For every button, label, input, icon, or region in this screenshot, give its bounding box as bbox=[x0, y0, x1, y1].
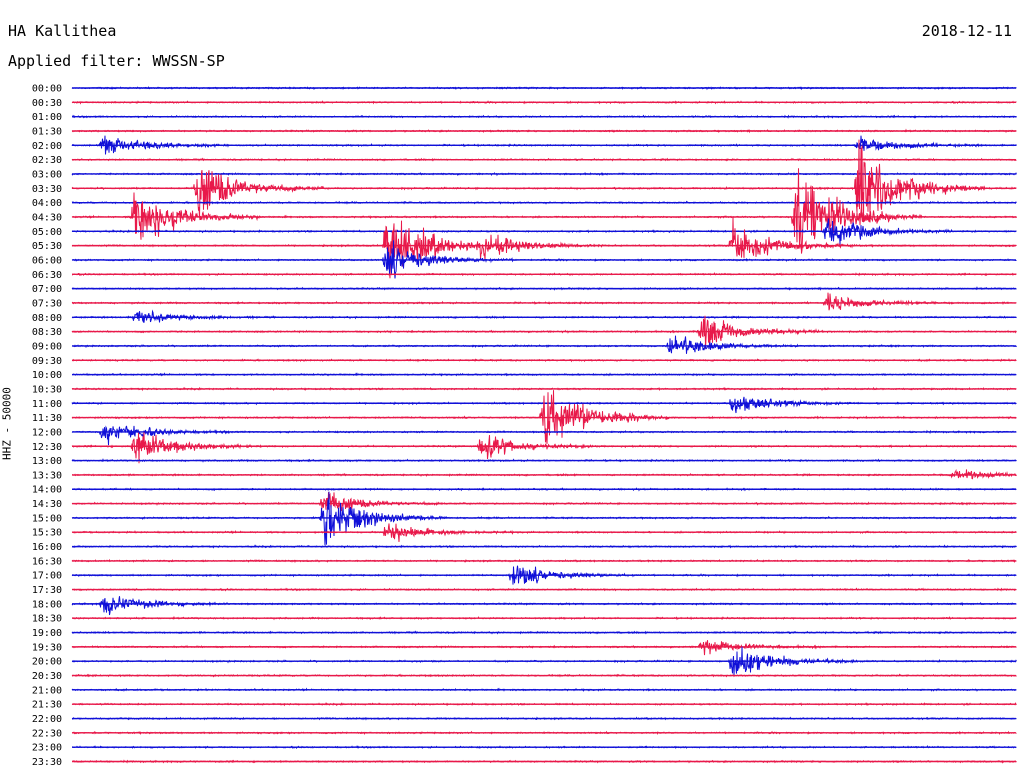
filter-label: Applied filter: WWSSN-SP bbox=[8, 52, 225, 70]
seismic-trace bbox=[71, 432, 1017, 464]
row-time-label: 03:30 bbox=[32, 184, 62, 195]
row-time-label: 16:00 bbox=[32, 542, 62, 553]
row-time-label: 00:00 bbox=[32, 84, 62, 95]
row-time-label: 18:00 bbox=[32, 599, 62, 610]
row-time-label: 20:00 bbox=[32, 657, 62, 668]
row-time-label: 04:30 bbox=[32, 212, 62, 223]
row-time-label: 17:30 bbox=[32, 585, 62, 596]
row-time-label: 22:30 bbox=[32, 728, 62, 739]
row-time-label: 11:30 bbox=[32, 413, 62, 424]
station-title: HA Kallithea bbox=[8, 22, 117, 40]
row-time-label: 09:00 bbox=[32, 341, 62, 352]
row-time-label: 23:00 bbox=[32, 743, 62, 754]
row-time-label: 14:30 bbox=[32, 499, 62, 510]
row-time-label: 13:00 bbox=[32, 456, 62, 467]
row-time-label: 03:00 bbox=[32, 169, 62, 180]
row-time-label: 19:30 bbox=[32, 642, 62, 653]
row-time-label: 22:00 bbox=[32, 714, 62, 725]
row-time-label: 06:30 bbox=[32, 270, 62, 281]
row-time-label: 21:00 bbox=[32, 685, 62, 696]
row-time-label: 01:00 bbox=[32, 112, 62, 123]
seismic-trace bbox=[71, 292, 1017, 311]
row-time-label: 19:00 bbox=[32, 628, 62, 639]
seismic-trace bbox=[71, 217, 1017, 279]
row-time-label: 14:00 bbox=[32, 485, 62, 496]
seismic-trace bbox=[71, 596, 1017, 616]
row-time-label: 00:30 bbox=[32, 98, 62, 109]
row-time-label: 05:30 bbox=[32, 241, 62, 252]
row-time-label: 15:30 bbox=[32, 528, 62, 539]
row-time-label: 02:30 bbox=[32, 155, 62, 166]
seismic-trace bbox=[71, 640, 1017, 656]
row-time-label: 08:30 bbox=[32, 327, 62, 338]
row-time-label: 07:00 bbox=[32, 284, 62, 295]
row-time-label: 01:30 bbox=[32, 126, 62, 137]
row-time-label: 17:00 bbox=[32, 571, 62, 582]
row-time-label: 20:30 bbox=[32, 671, 62, 682]
row-time-label: 18:30 bbox=[32, 614, 62, 625]
row-time-label: 15:00 bbox=[32, 513, 62, 524]
row-time-label: 04:00 bbox=[32, 198, 62, 209]
row-time-label: 23:30 bbox=[32, 757, 62, 768]
row-time-label: 10:00 bbox=[32, 370, 62, 381]
row-time-label: 07:30 bbox=[32, 298, 62, 309]
row-time-label: 12:30 bbox=[32, 442, 62, 453]
seismic-trace bbox=[71, 139, 1017, 223]
row-time-label: 08:00 bbox=[32, 313, 62, 324]
seismic-trace bbox=[71, 335, 1017, 354]
row-time-label: 10:30 bbox=[32, 384, 62, 395]
row-time-label: 02:00 bbox=[32, 141, 62, 152]
row-time-label: 16:30 bbox=[32, 556, 62, 567]
row-time-label: 06:00 bbox=[32, 255, 62, 266]
row-time-label: 13:30 bbox=[32, 470, 62, 481]
seismic-trace bbox=[71, 492, 1017, 512]
row-time-label: 12:00 bbox=[32, 427, 62, 438]
seismic-trace bbox=[72, 468, 1017, 480]
row-time-label: 05:00 bbox=[32, 227, 62, 238]
seismic-trace bbox=[71, 425, 1017, 446]
row-time-label: 09:30 bbox=[32, 356, 62, 367]
row-time-label: 21:30 bbox=[32, 700, 62, 711]
date-label: 2018-12-11 bbox=[921, 22, 1012, 40]
row-time-label: 11:00 bbox=[32, 399, 62, 410]
